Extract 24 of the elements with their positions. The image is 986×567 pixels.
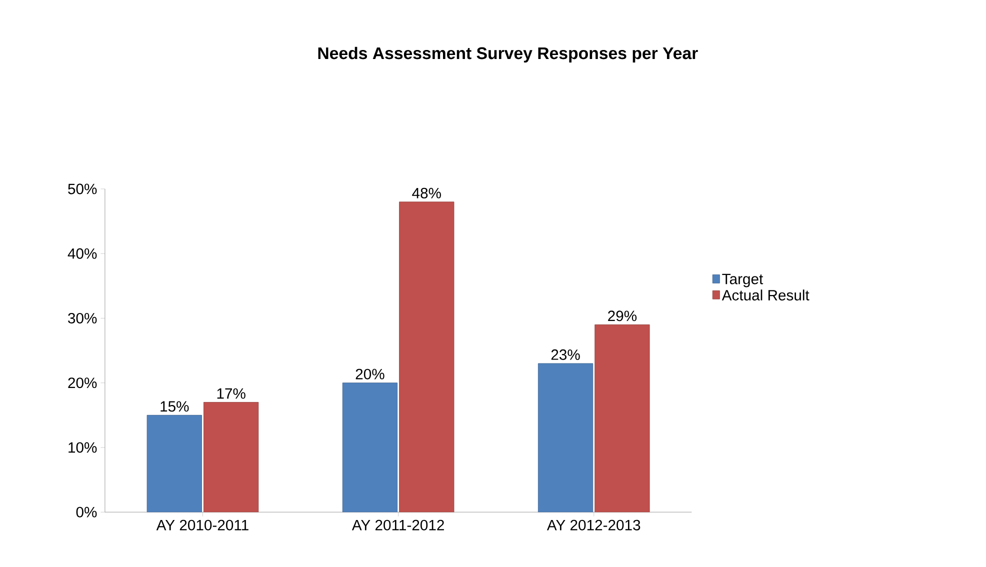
data-label: 17% xyxy=(217,388,246,399)
y-tick-label: 30% xyxy=(68,313,97,324)
data-label: 20% xyxy=(356,368,384,380)
x-tick-label: AY 2011-2012 xyxy=(352,520,444,530)
y-tick-label: 10% xyxy=(68,442,97,453)
data-label: 23% xyxy=(551,350,580,360)
data-label: 15% xyxy=(160,401,189,412)
data-label: 29% xyxy=(608,310,637,322)
x-tick-label: AY 2012-2013 xyxy=(546,520,640,530)
y-tick-label: 50% xyxy=(68,184,97,194)
legend-label: Actual Result xyxy=(722,290,810,301)
bar xyxy=(342,382,398,512)
bar xyxy=(538,363,594,512)
y-tick-label: 0% xyxy=(76,506,97,518)
x-tick-label: AY 2010-2011 xyxy=(156,520,248,530)
bar xyxy=(594,324,650,512)
y-tick-label: 40% xyxy=(68,248,97,259)
chart-title: Needs Assessment Survey Responses per Year xyxy=(318,46,698,63)
legend-label: Target xyxy=(722,274,764,288)
bar xyxy=(399,202,454,512)
bar xyxy=(146,415,202,512)
bar xyxy=(204,402,259,512)
data-label: 48% xyxy=(412,188,441,198)
y-tick-label: 20% xyxy=(68,378,97,388)
